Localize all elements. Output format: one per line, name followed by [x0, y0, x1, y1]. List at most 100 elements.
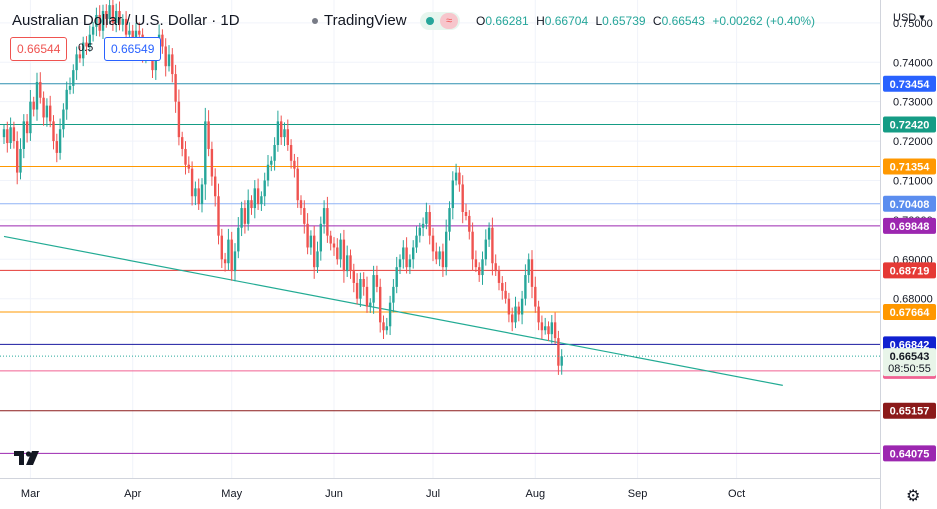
- candle-body: [39, 81, 42, 98]
- last-price-tag-bg: [883, 348, 936, 377]
- candle-body: [49, 105, 52, 122]
- candle-body: [379, 286, 382, 323]
- candle-body: [128, 30, 131, 35]
- candle-body: [55, 141, 58, 153]
- candle-body: [263, 180, 266, 197]
- currency-selector[interactable]: USD ▾: [893, 12, 925, 24]
- bar-countdown: 08:50:55: [888, 363, 931, 375]
- candle-body: [52, 121, 55, 142]
- candle-body: [474, 259, 478, 268]
- candle-body: [75, 54, 78, 71]
- candle-body: [388, 302, 392, 327]
- level-tag: 0.70408: [890, 199, 930, 211]
- candle-body: [451, 180, 454, 209]
- buy-price-button[interactable]: 0.66549: [104, 37, 162, 61]
- last-price-tag: 0.66543: [890, 351, 930, 363]
- candle-body: [316, 251, 319, 268]
- x-tick-label: Oct: [728, 488, 745, 500]
- candle-body: [553, 322, 557, 339]
- candle-body: [438, 251, 441, 260]
- symbol-title[interactable]: Australian Dollar / U.S. Dollar · 1D: [12, 12, 240, 29]
- candle-body: [550, 322, 553, 335]
- candle-body: [82, 42, 85, 59]
- y-tick-label: 0.71000: [893, 175, 933, 187]
- candle-body: [468, 215, 471, 232]
- x-tick-label: Aug: [526, 488, 546, 500]
- candle-body: [174, 74, 177, 102]
- candle-body: [270, 160, 273, 165]
- wave-icon: ≈: [440, 13, 458, 29]
- candle-body: [494, 263, 497, 272]
- level-tag: 0.68719: [890, 265, 930, 277]
- candle-body: [425, 212, 428, 224]
- sell-price-button[interactable]: 0.66544: [10, 37, 68, 61]
- ohlc-close: C0.66543: [652, 14, 705, 28]
- candle-body: [256, 188, 260, 205]
- market-status-badge[interactable]: ≈: [420, 12, 460, 30]
- x-tick-label: Jun: [325, 488, 343, 500]
- candle-body: [233, 251, 237, 272]
- candle-body: [299, 200, 303, 209]
- y-tick-label: 0.73000: [893, 97, 933, 109]
- candle-body: [418, 227, 421, 236]
- candle-body: [484, 239, 487, 260]
- level-tag-bg: [883, 445, 936, 462]
- candle-body: [402, 247, 405, 260]
- candle-body: [421, 223, 425, 228]
- candle-body: [260, 196, 263, 205]
- price-tags: 0.73454 0.72420 0.71354 0.70408 0.69848 0.687…: [883, 75, 936, 462]
- candle-body: [138, 30, 141, 35]
- candle-body: [227, 239, 230, 264]
- candle-body: [286, 129, 289, 146]
- candle-body: [88, 34, 91, 47]
- candle-body: [349, 255, 352, 272]
- candle-body: [441, 251, 445, 268]
- market-open-icon: [426, 17, 434, 25]
- candle-body: [547, 326, 550, 335]
- level-tag-bg: [883, 195, 936, 212]
- candle-body: [289, 145, 293, 161]
- y-tick-label: 0.75000: [893, 18, 933, 30]
- level-tag-bg: [883, 116, 936, 133]
- candle-body: [540, 322, 544, 331]
- ohlc-open: O0.66281: [476, 14, 529, 28]
- candle-body: [398, 259, 402, 268]
- ohlc-readout: O0.66281 H0.66704 L0.65739 C0.66543 +0.0…: [476, 14, 815, 28]
- candle-body: [412, 247, 415, 260]
- level-tag: 0.67664: [890, 307, 931, 319]
- candle-body: [12, 127, 16, 142]
- candle-body: [471, 231, 474, 260]
- x-tick-label: Mar: [21, 488, 40, 500]
- candle-body: [154, 54, 157, 71]
- candle-body: [372, 275, 375, 303]
- candle-body: [385, 326, 388, 331]
- tradingview-logo-icon[interactable]: [12, 447, 42, 469]
- candle-body: [220, 235, 223, 260]
- candle-body: [454, 172, 458, 181]
- y-tick-label: 0.68000: [893, 294, 933, 306]
- candle-body: [62, 109, 65, 130]
- level-tag: 0.65157: [890, 406, 930, 418]
- candle-body: [237, 227, 240, 252]
- x-tick-label: Jul: [426, 488, 440, 500]
- candle-body: [32, 101, 35, 110]
- candle-body: [25, 121, 29, 134]
- candle-body: [487, 227, 491, 240]
- candle-body: [184, 148, 187, 165]
- candle-body: [181, 137, 184, 149]
- candle-body: [177, 101, 181, 138]
- candle-body: [105, 11, 108, 19]
- candle-body: [464, 212, 468, 216]
- candle-body: [16, 141, 19, 173]
- candle-body: [167, 54, 171, 67]
- level-tag-bg: [883, 75, 936, 92]
- candle-body: [461, 184, 464, 213]
- candle-body: [45, 105, 49, 118]
- settings-gear-icon[interactable]: ⚙: [906, 488, 921, 505]
- candle-body: [187, 164, 190, 169]
- candle-body: [359, 278, 362, 299]
- dot-icon: [312, 18, 318, 25]
- candle-body: [309, 235, 313, 248]
- x-tick-label: May: [221, 488, 242, 500]
